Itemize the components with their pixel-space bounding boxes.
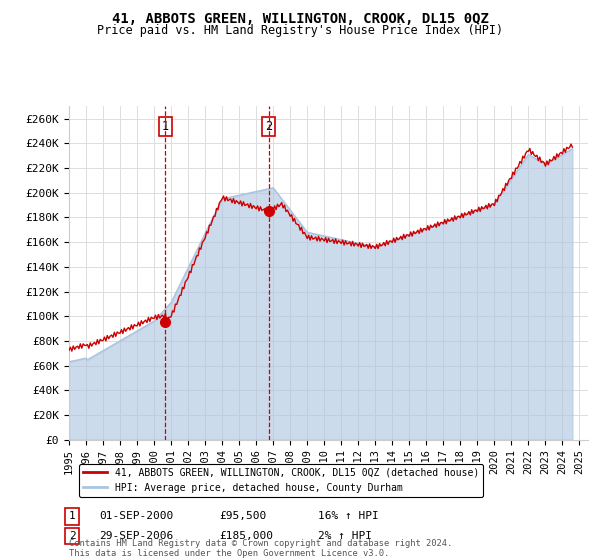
Legend: 41, ABBOTS GREEN, WILLINGTON, CROOK, DL15 0QZ (detached house), HPI: Average pri: 41, ABBOTS GREEN, WILLINGTON, CROOK, DL1…: [79, 464, 483, 497]
Text: £95,500: £95,500: [219, 511, 266, 521]
Text: Price paid vs. HM Land Registry's House Price Index (HPI): Price paid vs. HM Land Registry's House …: [97, 24, 503, 37]
Text: 1: 1: [162, 120, 169, 133]
Text: 2% ↑ HPI: 2% ↑ HPI: [318, 531, 372, 541]
Text: 1: 1: [68, 511, 76, 521]
Text: £185,000: £185,000: [219, 531, 273, 541]
Text: 29-SEP-2006: 29-SEP-2006: [99, 531, 173, 541]
Text: 2: 2: [265, 120, 272, 133]
Text: Contains HM Land Registry data © Crown copyright and database right 2024.
This d: Contains HM Land Registry data © Crown c…: [69, 539, 452, 558]
Text: 41, ABBOTS GREEN, WILLINGTON, CROOK, DL15 0QZ: 41, ABBOTS GREEN, WILLINGTON, CROOK, DL1…: [112, 12, 488, 26]
Text: 2: 2: [68, 531, 76, 541]
Text: 16% ↑ HPI: 16% ↑ HPI: [318, 511, 379, 521]
Text: 01-SEP-2000: 01-SEP-2000: [99, 511, 173, 521]
